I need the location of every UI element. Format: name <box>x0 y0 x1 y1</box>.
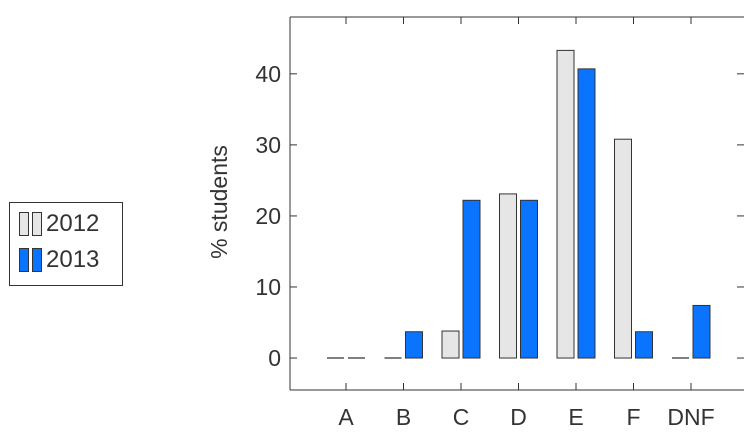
y-tick-label: 10 <box>255 274 281 300</box>
bar-2012-C <box>441 330 460 359</box>
y-tick-label: 40 <box>255 61 281 87</box>
bar-2013-F <box>635 331 653 359</box>
plot-frame <box>289 16 744 391</box>
y-tick-label: 20 <box>255 203 281 229</box>
x-tick-label: F <box>626 404 640 430</box>
bar-2013-E <box>577 68 596 359</box>
legend-swatch-2013 <box>19 248 29 272</box>
y-axis-ticks: 0 10 20 30 40 <box>255 61 744 371</box>
y-axis-label: % students <box>206 145 232 259</box>
legend-label-2013: 2013 <box>46 246 100 273</box>
x-tick-label: C <box>453 404 470 430</box>
legend-swatch-2012 <box>19 212 29 236</box>
legend-label-2012: 2012 <box>46 210 100 237</box>
legend-item-2012: 2012 <box>19 211 99 237</box>
legend-item-2013: 2013 <box>19 247 99 273</box>
y-tick-label: 0 <box>268 345 281 371</box>
bars-group <box>327 49 711 359</box>
y-tick-label: 30 <box>255 132 281 158</box>
x-tick-label: B <box>396 404 411 430</box>
x-tick-label: DNF <box>667 404 714 430</box>
legend: 2012 2013 <box>9 202 123 286</box>
x-tick-label: A <box>338 404 354 430</box>
x-axis-ticks: A B C D E F DNF <box>338 17 715 430</box>
bar-2013-B <box>405 331 423 359</box>
bar-2012-F <box>614 138 632 359</box>
x-tick-label: E <box>568 404 583 430</box>
legend-swatch-2013 <box>32 248 42 272</box>
bar-2013-DNF <box>692 304 711 359</box>
bar-2013-D <box>520 199 538 359</box>
legend-swatch-2012 <box>32 212 42 236</box>
x-tick-label: D <box>510 404 527 430</box>
bar-2012-E <box>556 49 575 359</box>
bar-2013-C <box>462 199 481 359</box>
bar-2012-D <box>499 193 517 359</box>
